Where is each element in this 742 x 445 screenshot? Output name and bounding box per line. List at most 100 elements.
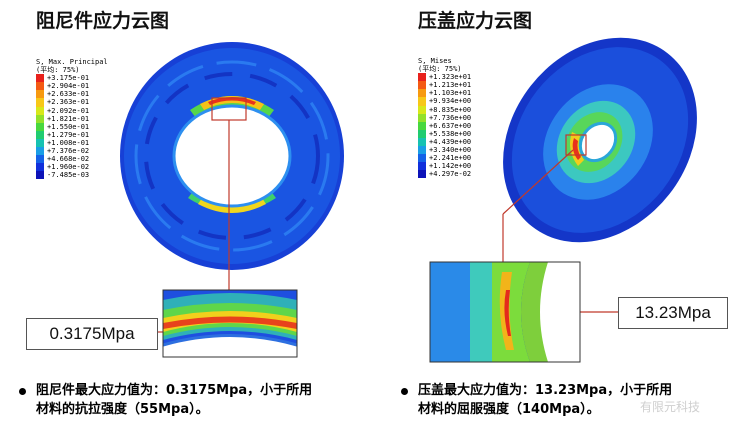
legend-swatch [418, 121, 426, 130]
left-legend: S, Max. Principal (平均: 75%) +3.175e-01 +2… [36, 58, 108, 180]
right-bullet: 压盖最大应力值为：13.23Mpa，小于所用 材料的屈服强度（140Mpa）。 [401, 381, 738, 419]
right-title: 压盖应力云图 [418, 10, 533, 32]
watermark: 有限元科技 [640, 400, 701, 414]
right-legend-header: S, Mises [418, 57, 452, 65]
legend-value: +5.538e+00 [429, 129, 472, 138]
legend-value: +3.340e+00 [429, 146, 472, 155]
left-legend-subheader: (平均: 75%) [36, 66, 80, 75]
legend-value: +8.835e+00 [429, 105, 472, 114]
legend-value: +7.376e-02 [47, 147, 90, 156]
legend-row: +1.103e+01 [418, 89, 472, 98]
legend-value: +1.213e+01 [429, 81, 472, 90]
bullet-dot [401, 388, 408, 395]
legend-value: +2.092e-01 [47, 106, 90, 115]
cover-model [503, 37, 697, 243]
legend-row: +1.213e+01 [418, 81, 472, 90]
legend-value: +1.960e-02 [47, 163, 90, 172]
legend-value: +6.637e+00 [429, 121, 472, 130]
left-max-stress-callout: 0.3175Mpa [26, 318, 158, 350]
left-legend-header: S, Max. Principal [36, 58, 108, 66]
damper-model [120, 42, 344, 270]
legend-row: +2.241e+00 [418, 154, 472, 163]
legend-value: +1.008e-01 [47, 138, 90, 147]
legend-row: +1.323e+01 [418, 73, 472, 82]
legend-value: +2.241e+00 [429, 154, 472, 163]
legend-row: -7.485e-03 [36, 171, 108, 180]
legend-swatch [36, 147, 44, 156]
left-title: 阻尼件应力云图 [36, 10, 170, 32]
legend-row: +1.550e-01 [36, 122, 108, 131]
legend-row: +4.439e+00 [418, 137, 472, 147]
legend-swatch [36, 74, 44, 83]
legend-swatch [36, 98, 44, 107]
legend-swatch [418, 154, 426, 163]
left-bullet: 阻尼件最大应力值为：0.3175Mpa，小于所用 材料的抗拉强度（55Mpa）。 [19, 381, 376, 419]
legend-swatch [418, 81, 426, 90]
legend-swatch [418, 162, 426, 171]
legend-row: +9.934e+00 [418, 97, 472, 106]
legend-swatch [418, 146, 426, 155]
left-bullet-line1: 阻尼件最大应力值为：0.3175Mpa，小于所用 [36, 383, 313, 398]
legend-swatch [36, 138, 44, 148]
legend-swatch [418, 105, 426, 114]
damper-zoom-panel [162, 289, 298, 358]
legend-row: +6.637e+00 [418, 121, 472, 130]
legend-row: +1.821e-01 [36, 114, 108, 123]
legend-row: +1.960e-02 [36, 163, 108, 172]
legend-swatch [36, 171, 44, 180]
legend-value: +9.934e+00 [429, 97, 472, 106]
right-leader-diagonal [502, 149, 574, 215]
legend-swatch [418, 129, 426, 138]
cover-zoom-panel [429, 261, 581, 363]
legend-value: +7.736e+00 [429, 113, 472, 122]
legend-value: +1.550e-01 [47, 122, 90, 131]
legend-value: +1.821e-01 [47, 114, 90, 123]
legend-row: +7.736e+00 [418, 113, 472, 122]
legend-row: +7.376e-02 [36, 147, 108, 156]
legend-swatch [36, 90, 44, 99]
legend-value: +2.904e-01 [47, 82, 90, 91]
legend-row: +1.008e-01 [36, 138, 108, 148]
legend-row: +1.142e+00 [418, 162, 472, 171]
legend-value: +1.279e-01 [47, 130, 90, 139]
legend-row: +3.340e+00 [418, 146, 472, 155]
legend-value: +4.297e-02 [429, 170, 472, 179]
right-bullet-line2: 材料的屈服强度（140Mpa）。 [418, 402, 600, 417]
right-legend-subheader: (平均: 75%) [418, 65, 462, 74]
legend-value: +1.103e+01 [429, 89, 472, 98]
legend-value: -7.485e-03 [47, 171, 90, 180]
legend-swatch [418, 113, 426, 122]
legend-swatch [418, 97, 426, 106]
legend-row: +8.835e+00 [418, 105, 472, 114]
legend-swatch [36, 122, 44, 131]
right-bullet-line1: 压盖最大应力值为：13.23Mpa，小于所用 [418, 383, 673, 398]
legend-row: +2.363e-01 [36, 98, 108, 107]
legend-row: +4.668e-02 [36, 155, 108, 164]
legend-row: +2.904e-01 [36, 82, 108, 91]
legend-swatch [36, 82, 44, 91]
legend-value: +4.668e-02 [47, 155, 90, 164]
legend-row: +2.633e-01 [36, 90, 108, 99]
right-legend: S, Mises (平均: 75%) +1.323e+01 +1.213e+01 +… [418, 57, 472, 179]
legend-row: +1.279e-01 [36, 130, 108, 139]
legend-swatch [418, 137, 426, 147]
legend-swatch [418, 170, 426, 179]
legend-row: +4.297e-02 [418, 170, 472, 179]
legend-swatch [36, 106, 44, 115]
left-bullet-line2: 材料的抗拉强度（55Mpa）。 [36, 402, 209, 417]
legend-value: +3.175e-01 [47, 74, 90, 83]
bullet-dot [19, 388, 26, 395]
legend-row: +2.092e-01 [36, 106, 108, 115]
legend-swatch [36, 130, 44, 139]
legend-row: +5.538e+00 [418, 129, 472, 138]
legend-value: +2.633e-01 [47, 90, 90, 99]
legend-swatch [36, 163, 44, 172]
right-max-stress-callout: 13.23Mpa [618, 297, 728, 329]
legend-value: +1.142e+00 [429, 162, 472, 171]
legend-row: +3.175e-01 [36, 74, 108, 83]
legend-value: +2.363e-01 [47, 98, 90, 107]
legend-value: +1.323e+01 [429, 73, 472, 82]
legend-value: +4.439e+00 [429, 137, 472, 146]
legend-swatch [36, 114, 44, 123]
